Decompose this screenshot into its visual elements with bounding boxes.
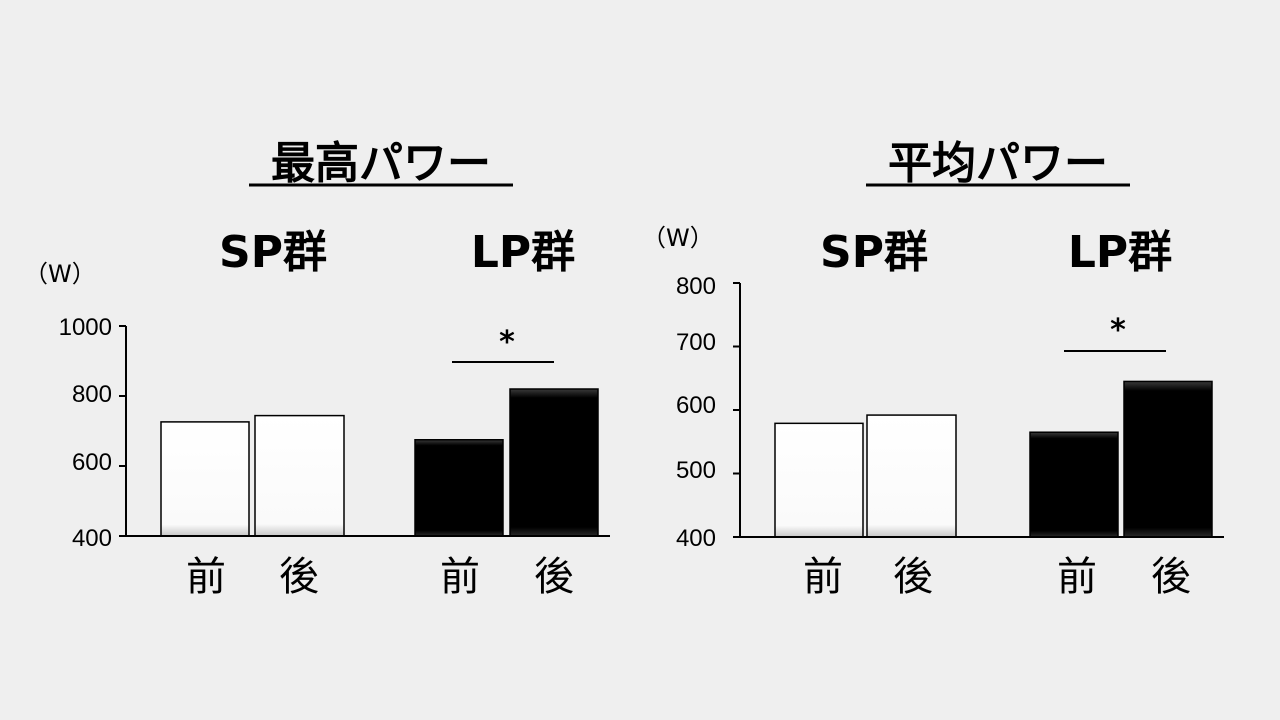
y-tick-label: 800 — [676, 273, 716, 300]
y-tick-label: 800 — [72, 381, 112, 408]
group-label-lp: LP群 — [1068, 227, 1172, 278]
y-unit-label: （W） — [24, 260, 96, 288]
x-category-label: 前 — [186, 554, 226, 600]
x-category-label: 後 — [279, 554, 319, 600]
bar — [1029, 431, 1119, 538]
chart-title: 平均パワー — [888, 138, 1108, 189]
group-label-lp: LP群 — [471, 227, 575, 278]
y-tick-label: 600 — [72, 449, 112, 476]
bar — [774, 422, 864, 538]
x-category-label: 前 — [1057, 554, 1097, 600]
chart-title: 最高パワー — [271, 138, 491, 189]
x-category-label: 前 — [803, 554, 843, 600]
bar — [866, 414, 957, 538]
chart-max-power: 最高パワー SP群 LP群 （W） 400 600 800 1000 前 後 前… — [24, 138, 610, 600]
chart-avg-power: 平均パワー SP群 LP群 （W） 400 500 600 700 800 前 … — [642, 138, 1224, 600]
plot-area — [733, 282, 1224, 538]
x-category-label: 後 — [893, 554, 933, 600]
y-tick-label: 400 — [676, 525, 716, 552]
x-category-label: 後 — [534, 554, 574, 600]
y-tick-label: 500 — [676, 457, 716, 484]
y-unit-label: （W） — [642, 224, 714, 252]
bar — [1123, 380, 1213, 538]
significance-star: * — [499, 325, 515, 360]
bar — [509, 388, 599, 537]
y-tick-label: 1000 — [59, 314, 112, 341]
bar — [254, 414, 345, 537]
y-tick-label: 400 — [72, 525, 112, 552]
significance-star: * — [1110, 313, 1126, 348]
y-tick-label: 600 — [676, 392, 716, 419]
plot-area — [119, 325, 610, 537]
bar — [160, 421, 250, 537]
group-label-sp: SP群 — [219, 227, 327, 278]
y-tick-label: 700 — [676, 329, 716, 356]
group-label-sp: SP群 — [820, 227, 928, 278]
bar — [414, 439, 504, 537]
x-category-label: 後 — [1151, 554, 1191, 600]
x-category-label: 前 — [440, 554, 480, 600]
